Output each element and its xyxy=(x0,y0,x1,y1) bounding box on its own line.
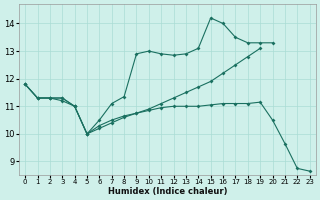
X-axis label: Humidex (Indice chaleur): Humidex (Indice chaleur) xyxy=(108,187,227,196)
